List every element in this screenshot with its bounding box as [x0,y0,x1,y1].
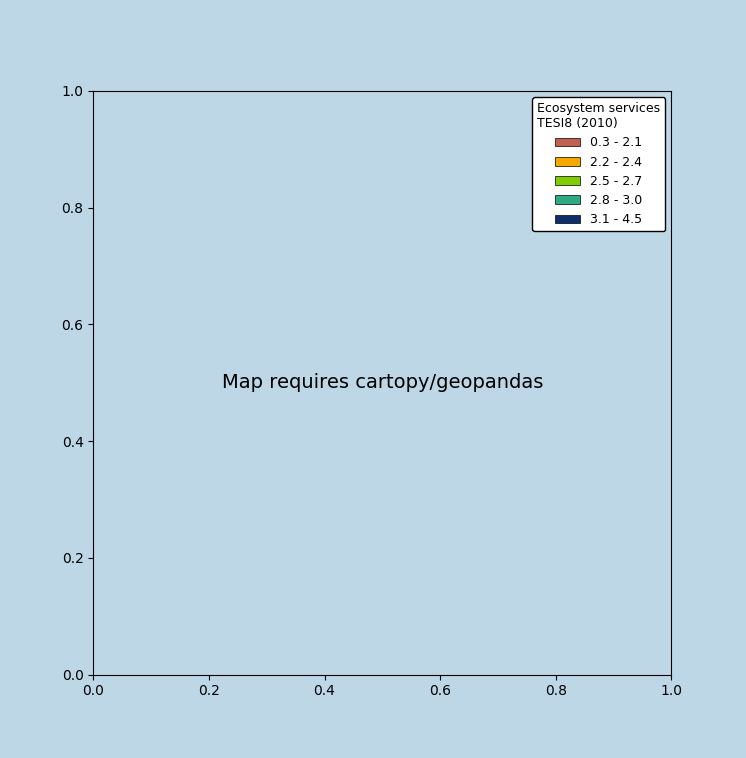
Text: Map requires cartopy/geopandas: Map requires cartopy/geopandas [222,373,543,393]
Legend: 0.3 - 2.1, 2.2 - 2.4, 2.5 - 2.7, 2.8 - 3.0, 3.1 - 4.5: 0.3 - 2.1, 2.2 - 2.4, 2.5 - 2.7, 2.8 - 3… [532,97,665,231]
